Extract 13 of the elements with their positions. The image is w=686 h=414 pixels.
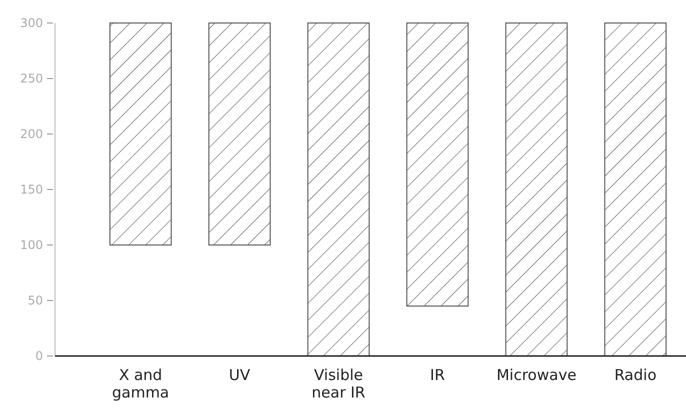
x-tick-label: Visible near IR bbox=[312, 366, 366, 402]
y-tick-label: 0 bbox=[35, 349, 43, 364]
y-tick-label: 300 bbox=[20, 16, 43, 30]
y-tick-label: 150 bbox=[20, 182, 43, 197]
y-tick-label: 200 bbox=[20, 127, 43, 142]
y-tick-label: 250 bbox=[20, 72, 43, 86]
y-tick-label: 100 bbox=[20, 238, 43, 252]
x-tick-label: Microwave bbox=[496, 366, 576, 384]
x-tick-label: UV bbox=[228, 366, 251, 384]
y-tick-label: 50 bbox=[28, 294, 43, 308]
x-tick-label: IR bbox=[430, 366, 445, 384]
x-tick-label: X and gamma bbox=[112, 366, 170, 402]
x-tick-label: Radio bbox=[614, 366, 656, 384]
